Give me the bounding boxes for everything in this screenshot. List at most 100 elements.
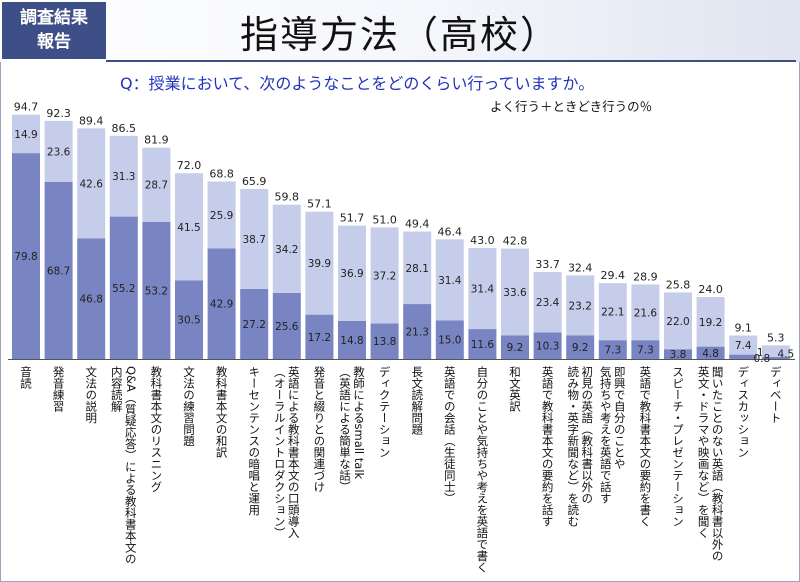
category-label-19: 即興で自分のことや 気持ちや考えを英語で話す — [598, 366, 627, 504]
value-often-16: 9.2 — [507, 342, 524, 354]
bar-sometimes-10 — [305, 211, 334, 315]
bar-sometimes-17 — [533, 272, 562, 333]
value-total-9: 59.8 — [275, 191, 300, 204]
bar-often-13 — [403, 304, 432, 359]
value-sometimes-16: 33.6 — [503, 287, 527, 299]
value-often-13: 21.3 — [406, 327, 429, 339]
category-label-18: 初見の英語（教科書以外の 読み物・英字新聞など）を読む — [566, 366, 595, 527]
bar-sometimes-3 — [77, 128, 106, 239]
category-label-6: 文法の練習問題 — [182, 366, 196, 447]
value-often-20: 7.3 — [637, 345, 654, 357]
category-label-13: 長文読解問題 — [410, 366, 425, 435]
value-total-8: 65.9 — [242, 175, 267, 188]
value-total-15: 43.0 — [470, 234, 495, 247]
value-often-8: 27.2 — [243, 319, 266, 331]
value-sometimes-22: 19.2 — [699, 317, 722, 329]
value-sometimes-4: 31.3 — [112, 171, 135, 183]
value-sometimes-12: 37.2 — [373, 270, 396, 282]
bar-often-23 — [729, 354, 758, 359]
value-sometimes-19: 22.1 — [601, 307, 624, 319]
bar-sometimes-21 — [664, 292, 692, 350]
value-sometimes-2: 23.6 — [47, 146, 71, 158]
category-label-23: ディスカッション — [736, 366, 751, 458]
value-sometimes-9: 34.2 — [275, 244, 298, 256]
value-sometimes-3: 42.6 — [80, 178, 104, 190]
bar-sometimes-4 — [109, 135, 138, 217]
bar-often-21 — [664, 349, 692, 359]
value-total-12: 51.0 — [372, 213, 397, 226]
value-often-19: 7.3 — [604, 345, 621, 357]
bar-sometimes-11 — [338, 225, 366, 321]
category-label-9: 英語による教科書本文の口頭導入 （オーラルイントロダクション） — [272, 366, 301, 539]
category-label-1: 音読 — [19, 366, 33, 389]
value-total-4: 86.5 — [112, 122, 137, 135]
report-badge: 調査結果 報告 — [2, 2, 106, 59]
value-sometimes-8: 38.7 — [243, 234, 266, 246]
value-often-2: 68.7 — [47, 265, 70, 277]
bar-sometimes-1 — [12, 114, 40, 154]
bar-often-6 — [175, 280, 203, 359]
bar-sometimes-18 — [566, 275, 595, 336]
bar-sometimes-14 — [435, 239, 464, 321]
value-sometimes-6: 41.5 — [177, 222, 200, 234]
value-often-6: 30.5 — [177, 315, 200, 327]
bar-sometimes-2 — [44, 120, 73, 182]
value-often-22: 4.8 — [702, 348, 719, 360]
value-total-5: 81.9 — [144, 134, 169, 147]
survey-question: Q：授業において、次のようなことをどのくらい行っていますか。 — [120, 74, 595, 93]
value-total-7: 68.8 — [209, 167, 234, 180]
category-label-4: Q&A（質疑応答）による教科書本文の 内容読解 — [109, 366, 138, 565]
bar-often-19 — [598, 340, 627, 359]
value-sometimes-20: 21.6 — [634, 307, 658, 319]
value-total-11: 51.7 — [340, 212, 365, 225]
value-total-2: 92.3 — [46, 107, 71, 120]
value-often-14: 15.0 — [438, 335, 461, 347]
bar-often-14 — [435, 320, 464, 359]
bar-often-15 — [468, 329, 497, 359]
category-label-5: 教科書本文のリスニング — [149, 366, 164, 493]
value-total-13: 49.4 — [405, 218, 430, 231]
value-sometimes-21: 22.0 — [666, 316, 689, 328]
value-sometimes-5: 28.7 — [145, 180, 168, 192]
value-sometimes-24: 4.5 — [777, 348, 794, 360]
value-total-1: 94.7 — [14, 101, 39, 114]
header-divider — [106, 60, 796, 62]
value-total-24: 5.3 — [767, 331, 785, 344]
value-total-17: 33.7 — [535, 258, 560, 271]
bar-sometimes-7 — [207, 181, 236, 249]
bar-sometimes-20 — [631, 284, 660, 341]
value-often-11: 14.8 — [340, 335, 363, 347]
bar-often-18 — [566, 335, 595, 359]
category-label-10: 発音と綴りとの関連づけ — [312, 366, 327, 493]
bar-often-9 — [272, 292, 301, 359]
value-sometimes-18: 23.2 — [569, 300, 592, 312]
category-label-16: 和文英訳 — [508, 366, 522, 412]
value-total-21: 25.8 — [666, 278, 691, 291]
category-label-15: 自分のことや気持ちや考えを英語で書く — [475, 366, 490, 573]
value-sometimes-11: 36.9 — [340, 268, 363, 280]
value-sometimes-14: 31.4 — [438, 275, 462, 287]
value-sometimes-17: 23.4 — [536, 297, 560, 309]
value-sometimes-15: 31.4 — [471, 284, 495, 296]
value-often-7: 42.9 — [210, 299, 233, 311]
value-often-15: 11.6 — [471, 339, 495, 351]
bar-sometimes-12 — [370, 227, 399, 324]
bar-often-8 — [240, 288, 269, 359]
bar-sometimes-16 — [501, 248, 529, 336]
category-label-24: ディベート — [768, 366, 783, 424]
value-often-5: 53.2 — [145, 285, 168, 297]
bar-often-2 — [44, 181, 73, 359]
bar-often-5 — [142, 221, 171, 359]
bar-often-24 — [761, 356, 790, 359]
value-often-3: 46.8 — [80, 294, 103, 306]
category-label-20: 英語で教科書本文の要約を書く — [638, 366, 653, 527]
badge-line1: 調査結果 — [20, 8, 88, 28]
category-label-3: 文法の説明 — [84, 366, 99, 424]
bar-often-10 — [305, 314, 334, 359]
value-often-21: 3.8 — [670, 349, 687, 361]
value-often-18: 9.2 — [572, 342, 589, 354]
bar-often-16 — [501, 335, 529, 359]
bar-sometimes-9 — [272, 204, 301, 293]
bar-often-4 — [109, 216, 138, 359]
value-often-12: 13.8 — [373, 336, 396, 348]
